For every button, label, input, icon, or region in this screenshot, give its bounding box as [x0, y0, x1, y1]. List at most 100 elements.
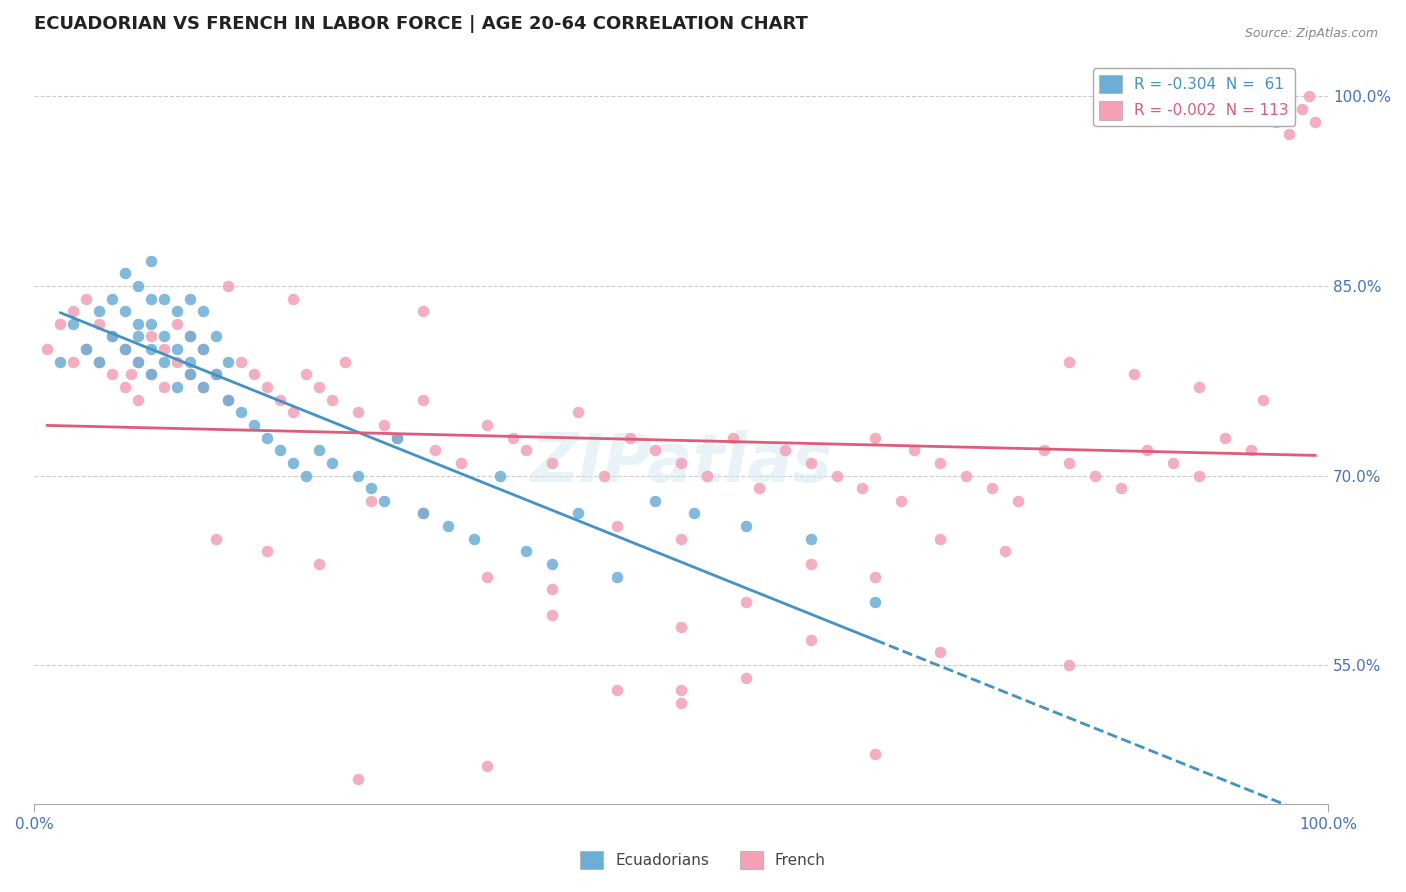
- Point: [890, 493, 912, 508]
- Point: [179, 329, 201, 343]
- Point: [929, 532, 952, 546]
- Point: [541, 607, 564, 622]
- Point: [1084, 468, 1107, 483]
- Point: [139, 342, 162, 356]
- Point: [231, 405, 253, 419]
- Point: [671, 456, 693, 470]
- Point: [139, 253, 162, 268]
- Point: [980, 481, 1002, 495]
- Point: [114, 304, 136, 318]
- Point: [308, 380, 330, 394]
- Point: [567, 507, 589, 521]
- Point: [152, 342, 174, 356]
- Point: [412, 507, 434, 521]
- Point: [114, 380, 136, 394]
- Point: [295, 368, 318, 382]
- Point: [101, 329, 124, 343]
- Point: [541, 582, 564, 597]
- Point: [1059, 456, 1081, 470]
- Point: [152, 329, 174, 343]
- Point: [179, 355, 201, 369]
- Point: [243, 368, 266, 382]
- Point: [477, 417, 499, 432]
- Point: [217, 392, 239, 407]
- Point: [321, 392, 343, 407]
- Point: [412, 392, 434, 407]
- Point: [477, 759, 499, 773]
- Point: [49, 317, 72, 331]
- Point: [1109, 481, 1132, 495]
- Point: [671, 696, 693, 710]
- Point: [139, 368, 162, 382]
- Point: [929, 645, 952, 659]
- Point: [256, 380, 278, 394]
- Point: [360, 481, 382, 495]
- Point: [204, 368, 226, 382]
- Point: [1298, 89, 1320, 103]
- Point: [606, 519, 628, 533]
- Point: [308, 443, 330, 458]
- Point: [256, 431, 278, 445]
- Point: [346, 468, 368, 483]
- Point: [87, 317, 110, 331]
- Point: [865, 569, 887, 583]
- Point: [179, 329, 201, 343]
- Point: [191, 342, 214, 356]
- Point: [671, 620, 693, 634]
- Point: [592, 468, 614, 483]
- Point: [1059, 355, 1081, 369]
- Point: [191, 380, 214, 394]
- Point: [127, 329, 149, 343]
- Point: [166, 304, 188, 318]
- Point: [1291, 102, 1313, 116]
- Point: [463, 532, 485, 546]
- Point: [541, 456, 564, 470]
- Point: [179, 292, 201, 306]
- Point: [683, 507, 706, 521]
- Point: [191, 380, 214, 394]
- Point: [269, 443, 291, 458]
- Point: [269, 392, 291, 407]
- Point: [87, 304, 110, 318]
- Point: [139, 329, 162, 343]
- Point: [333, 355, 356, 369]
- Point: [139, 368, 162, 382]
- Point: [101, 329, 124, 343]
- Point: [825, 468, 848, 483]
- Point: [321, 456, 343, 470]
- Point: [114, 342, 136, 356]
- Point: [735, 671, 758, 685]
- Point: [373, 417, 395, 432]
- Point: [373, 493, 395, 508]
- Point: [800, 632, 823, 647]
- Point: [152, 292, 174, 306]
- Point: [166, 355, 188, 369]
- Text: ZIPatlas: ZIPatlas: [530, 430, 832, 496]
- Point: [1032, 443, 1054, 458]
- Point: [425, 443, 447, 458]
- Point: [179, 368, 201, 382]
- Point: [489, 468, 512, 483]
- Point: [671, 532, 693, 546]
- Point: [281, 292, 304, 306]
- Point: [644, 493, 666, 508]
- Point: [1007, 493, 1029, 508]
- Point: [748, 481, 770, 495]
- Point: [477, 569, 499, 583]
- Point: [114, 342, 136, 356]
- Point: [619, 431, 641, 445]
- Point: [281, 405, 304, 419]
- Point: [166, 317, 188, 331]
- Point: [929, 456, 952, 470]
- Point: [1253, 102, 1275, 116]
- Point: [37, 342, 59, 356]
- Point: [1253, 392, 1275, 407]
- Point: [62, 317, 84, 331]
- Point: [1265, 114, 1288, 128]
- Point: [127, 278, 149, 293]
- Point: [139, 292, 162, 306]
- Point: [204, 532, 226, 546]
- Point: [152, 380, 174, 394]
- Point: [360, 493, 382, 508]
- Point: [721, 431, 744, 445]
